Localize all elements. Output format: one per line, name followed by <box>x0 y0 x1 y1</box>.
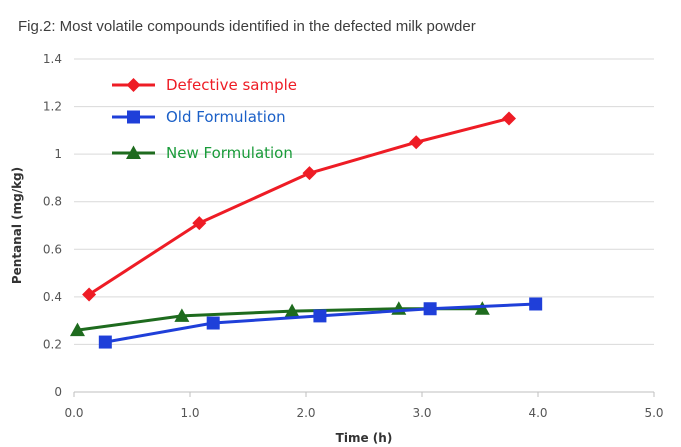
x-tick-label: 2.0 <box>296 406 315 420</box>
data-point <box>206 316 220 330</box>
y-tick-label: 1.2 <box>43 100 62 114</box>
legend-label: Defective sample <box>166 76 297 94</box>
data-point <box>174 308 190 322</box>
x-tick-label: 4.0 <box>528 406 547 420</box>
data-point <box>302 166 317 181</box>
data-point <box>313 309 327 323</box>
series-lines <box>69 111 543 349</box>
legend-item: Old Formulation <box>112 108 286 126</box>
data-point <box>284 303 300 318</box>
data-point <box>409 135 424 150</box>
data-point <box>82 287 97 302</box>
figure-title: Fig.2: Most volatile compounds identifie… <box>18 18 476 35</box>
data-point <box>192 216 207 231</box>
y-tick-label: 0.8 <box>43 195 62 209</box>
data-point <box>502 111 516 126</box>
y-tick-label: 1 <box>54 147 62 161</box>
legend-marker <box>126 78 141 92</box>
axes: 0 0.2 0.4 0.6 0.8 1 1.2 1.4 0.0 1.0 2.0 3.0 4.0 5.0 Ti… <box>10 52 664 445</box>
x-tick-label: 0.0 <box>64 406 83 420</box>
y-tick-label: 0.2 <box>43 337 62 351</box>
data-point <box>423 302 437 316</box>
y-axis-title: Pentanal (mg/kg) <box>10 167 24 284</box>
y-tick-label: 0.4 <box>43 290 62 304</box>
series-old-formulation <box>98 297 543 349</box>
x-axis-title: Time (h) <box>336 431 393 445</box>
legend: Defective sample Old Formulation New Formu… <box>112 76 297 162</box>
legend-marker <box>127 110 140 124</box>
y-tick-label: 0 <box>54 385 62 399</box>
legend-item: New Formulation <box>112 144 293 162</box>
y-tick-label: 0.6 <box>43 242 62 256</box>
x-tick-label: 1.0 <box>180 406 199 420</box>
gridlines <box>74 58 654 345</box>
data-point <box>98 335 112 349</box>
x-tick-label: 3.0 <box>412 406 431 420</box>
series-line <box>88 117 510 296</box>
x-tick-label: 5.0 <box>644 406 663 420</box>
series-defective-sample <box>82 111 516 302</box>
data-point <box>474 301 490 315</box>
data-point <box>69 322 85 337</box>
data-point <box>529 297 543 311</box>
legend-label: New Formulation <box>166 144 293 162</box>
legend-item: Defective sample <box>112 76 297 94</box>
legend-label: Old Formulation <box>166 108 286 126</box>
legend-marker <box>126 145 141 159</box>
y-tick-label: 1.4 <box>43 52 62 66</box>
